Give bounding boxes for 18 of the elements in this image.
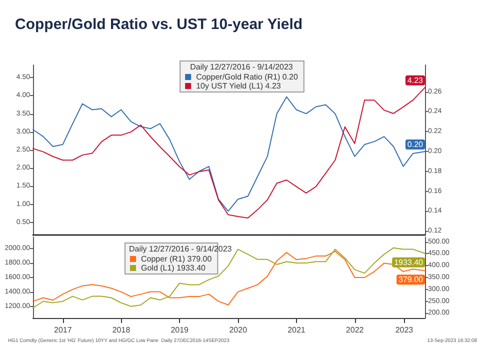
x-tick-label: 2022 [346, 326, 364, 334]
data-label: 4.23 [407, 76, 424, 85]
legend-title: Daily 12/27/2016 - 9/14/2023 [129, 244, 232, 254]
x-tick-label: 2021 [288, 326, 306, 334]
data-label: 1933.40 [394, 258, 424, 267]
legend-label: Copper/Gold Ratio (R1) 0.20 [196, 72, 298, 82]
legend-label: Copper (R1) 379.00 [141, 254, 212, 264]
x-tick-label: 2020 [229, 326, 248, 334]
data-label: 379.00 [398, 275, 424, 284]
x-tick-label: 2019 [170, 326, 190, 334]
x-tick-label: 2017 [54, 326, 72, 334]
chart-title: Copper/Gold Ratio vs. UST 10-year Yield [15, 16, 303, 33]
legend-title: Daily 12/27/2016 - 9/14/2023 [190, 62, 294, 72]
legend-label: Gold (L1) 1933.40 [141, 264, 206, 272]
data-label: 0.20 [407, 140, 424, 149]
x-tick-label: 2023 [395, 326, 414, 334]
legend-label: 10y UST Yield (L1) 4.23 [196, 82, 282, 90]
x-tick-label: 2018 [112, 326, 131, 334]
